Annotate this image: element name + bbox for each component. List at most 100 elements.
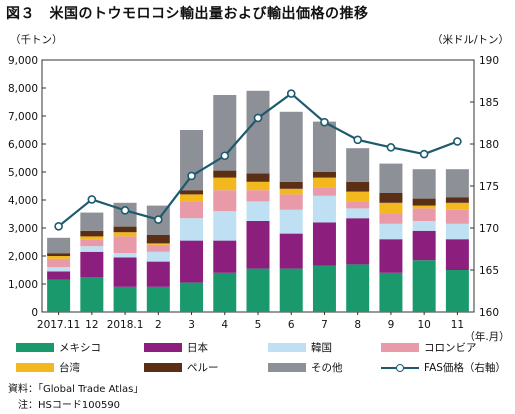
bar-segment bbox=[146, 244, 170, 252]
legend-label: ペルー bbox=[187, 362, 219, 374]
bar-segment bbox=[279, 181, 303, 189]
x-axis-tick-label: 2018.1 bbox=[107, 319, 144, 331]
right-axis-tick-label: 175 bbox=[479, 181, 499, 193]
bar-segment bbox=[246, 181, 270, 191]
legend-swatch bbox=[268, 343, 306, 352]
bar-segment bbox=[312, 222, 336, 266]
legend-label: メキシコ bbox=[59, 342, 101, 354]
bar-segment bbox=[379, 223, 403, 240]
bar-segment bbox=[213, 177, 237, 191]
bar-segment bbox=[412, 221, 436, 231]
bar-segment bbox=[213, 240, 237, 273]
bar-segment bbox=[445, 169, 469, 198]
bar-segment bbox=[412, 230, 436, 261]
right-axis-tick-label: 185 bbox=[479, 97, 499, 109]
bar-segment bbox=[80, 277, 104, 312]
bar-segment bbox=[379, 202, 403, 214]
fas-price-point bbox=[187, 171, 196, 181]
bar-segment bbox=[213, 95, 237, 171]
fas-price-point bbox=[154, 215, 163, 224]
legend-item: ペルー bbox=[144, 360, 219, 375]
legend-swatch bbox=[144, 343, 182, 352]
bar-segment bbox=[379, 239, 403, 273]
bar-segment bbox=[180, 194, 204, 202]
bar-segment bbox=[246, 173, 270, 182]
bar-segment bbox=[180, 201, 204, 219]
x-axis-tick-label: 2 bbox=[155, 319, 162, 331]
bar-segment bbox=[80, 246, 104, 252]
bar-segment bbox=[146, 261, 170, 287]
bar-segment bbox=[279, 194, 303, 210]
legend-line-marker bbox=[381, 363, 419, 373]
left-axis-tick-label: 3,000 bbox=[8, 223, 38, 235]
left-axis-tick-label: 0 bbox=[31, 307, 38, 319]
bar-segment bbox=[113, 236, 137, 254]
legend-label: 韓国 bbox=[311, 342, 332, 354]
right-axis-tick-label: 190 bbox=[479, 55, 499, 67]
bar-segment bbox=[412, 205, 436, 209]
x-axis-tick-label: 9 bbox=[388, 319, 395, 331]
legend-item: 日本 bbox=[144, 340, 208, 355]
bar-segment bbox=[312, 121, 336, 172]
legend-label: FAS価格（右軸） bbox=[424, 362, 506, 374]
bar-segment bbox=[246, 190, 270, 202]
left-axis-tick-label: 8,000 bbox=[8, 83, 38, 95]
x-axis-tick-label: 5 bbox=[255, 319, 262, 331]
bar-segment bbox=[279, 268, 303, 312]
bar-segment bbox=[312, 265, 336, 312]
bar-segment bbox=[213, 211, 237, 241]
legend-item: 韓国 bbox=[268, 340, 332, 355]
bar-segment bbox=[279, 111, 303, 182]
bar-segment bbox=[346, 148, 370, 182]
bar-segment bbox=[312, 187, 336, 196]
x-axis-tick-label: 6 bbox=[288, 319, 295, 331]
bar-segment bbox=[445, 197, 469, 203]
bar-segment bbox=[379, 214, 403, 224]
bar-segment bbox=[246, 268, 270, 312]
bar-segment bbox=[47, 237, 71, 254]
bar-segment bbox=[113, 286, 137, 312]
bar-segment bbox=[379, 163, 403, 193]
fas-price-point bbox=[253, 113, 263, 123]
bar-segment bbox=[113, 253, 137, 258]
bar-segment bbox=[80, 236, 104, 240]
bar-segment bbox=[47, 279, 71, 312]
right-axis-tick-label: 180 bbox=[479, 139, 499, 151]
bar-segment bbox=[246, 201, 270, 221]
bar-segment bbox=[80, 239, 104, 247]
bar-segment bbox=[213, 170, 237, 178]
right-axis-tick-label: 165 bbox=[479, 265, 499, 277]
bar-segment bbox=[213, 190, 237, 212]
fas-price-point bbox=[220, 151, 230, 161]
x-axis-tick-label: 3 bbox=[188, 319, 195, 331]
bar-segment bbox=[113, 232, 137, 237]
legend-item: コロンビア bbox=[381, 340, 477, 355]
bar-segment bbox=[180, 190, 204, 195]
bar-segment bbox=[445, 202, 469, 210]
left-axis-unit: （千トン） bbox=[10, 34, 63, 46]
legend-label: コロンビア bbox=[424, 342, 477, 354]
bar-segment bbox=[279, 209, 303, 234]
bar-segment bbox=[213, 272, 237, 312]
x-axis-tick-label: 10 bbox=[417, 319, 430, 331]
bar-segment bbox=[180, 218, 204, 241]
bar-segment bbox=[412, 208, 436, 221]
fas-price-point bbox=[87, 195, 97, 204]
source-note: 資料：「Global Trade Atlas」 bbox=[8, 384, 144, 395]
bar-segment bbox=[445, 209, 469, 224]
bar-segment bbox=[412, 260, 436, 312]
hs-code-note: 注：HSコード100590 bbox=[18, 400, 121, 411]
fas-price-point bbox=[120, 206, 130, 215]
bar-segment bbox=[246, 90, 270, 174]
x-axis-tick-label: 12 bbox=[85, 319, 98, 331]
bar-segment bbox=[379, 193, 403, 203]
right-axis-tick-label: 160 bbox=[479, 307, 499, 319]
fas-price-point bbox=[286, 89, 296, 98]
bar-segment bbox=[47, 256, 71, 259]
bar-segment bbox=[346, 208, 370, 219]
bar-segment bbox=[279, 188, 303, 195]
legend-swatch bbox=[16, 363, 54, 372]
bar-segment bbox=[180, 240, 204, 283]
legend-item: メキシコ bbox=[16, 340, 101, 355]
